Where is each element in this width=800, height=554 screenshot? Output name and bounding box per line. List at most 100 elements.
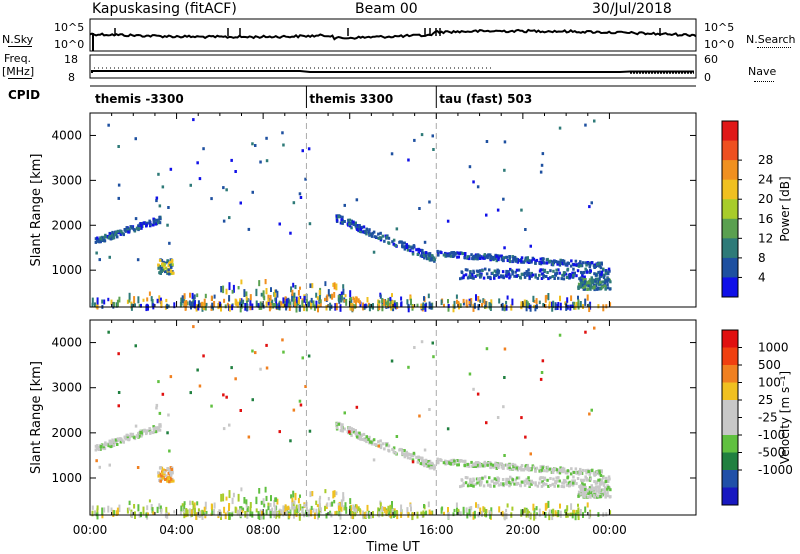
data-cell bbox=[114, 231, 118, 234]
data-cell bbox=[152, 428, 156, 432]
data-cell bbox=[406, 299, 409, 305]
data-cell bbox=[593, 473, 596, 476]
data-cell bbox=[142, 298, 145, 302]
data-cell bbox=[405, 453, 409, 457]
data-cell bbox=[464, 273, 468, 277]
data-cell bbox=[527, 271, 531, 275]
data-cell bbox=[590, 278, 594, 281]
data-cell bbox=[338, 422, 342, 426]
data-cell bbox=[419, 456, 422, 460]
data-cell bbox=[459, 277, 462, 281]
data-cell bbox=[168, 480, 171, 484]
data-cell bbox=[526, 272, 529, 276]
data-cell bbox=[192, 504, 195, 510]
data-cell bbox=[213, 301, 216, 307]
data-cell bbox=[421, 456, 424, 460]
data-cell bbox=[114, 438, 118, 442]
data-cell bbox=[555, 260, 559, 264]
data-cell bbox=[520, 509, 523, 515]
data-cell bbox=[577, 490, 581, 494]
data-cell bbox=[371, 231, 375, 235]
data-cell bbox=[597, 478, 600, 482]
data-cell bbox=[312, 508, 315, 513]
data-cell bbox=[152, 425, 155, 429]
data-cell bbox=[598, 478, 602, 482]
data-cell bbox=[523, 299, 526, 307]
data-cell bbox=[126, 436, 129, 440]
data-cell bbox=[192, 118, 195, 122]
data-cell bbox=[97, 240, 101, 244]
data-cell bbox=[416, 253, 420, 256]
data-cell bbox=[534, 275, 537, 279]
data-cell bbox=[134, 424, 138, 428]
data-cell bbox=[571, 512, 574, 519]
data-cell bbox=[282, 143, 285, 147]
data-cell bbox=[526, 260, 529, 264]
data-cell bbox=[294, 298, 297, 303]
data-cell bbox=[505, 482, 508, 486]
data-cell bbox=[554, 510, 557, 517]
data-cell bbox=[222, 493, 225, 502]
data-cell bbox=[515, 482, 519, 486]
data-cell bbox=[170, 473, 173, 477]
data-cell bbox=[161, 264, 164, 268]
data-cell bbox=[489, 255, 493, 258]
data-cell bbox=[581, 281, 585, 284]
data-cell bbox=[542, 469, 546, 473]
data-cell bbox=[196, 293, 199, 298]
data-cell bbox=[548, 512, 551, 521]
data-cell bbox=[387, 448, 390, 452]
data-cell bbox=[228, 282, 231, 291]
data-cell bbox=[185, 300, 188, 308]
data-cell bbox=[572, 263, 576, 267]
data-cell bbox=[155, 426, 159, 430]
data-cell bbox=[415, 455, 418, 459]
data-cell bbox=[99, 445, 103, 448]
data-cell bbox=[163, 470, 166, 474]
data-cell bbox=[462, 298, 465, 303]
data-cell bbox=[535, 512, 538, 516]
data-cell bbox=[249, 302, 252, 311]
data-cell bbox=[236, 509, 239, 516]
data-cell bbox=[163, 262, 166, 266]
data-cell bbox=[333, 499, 336, 504]
data-cell bbox=[368, 435, 371, 439]
data-cell bbox=[116, 235, 119, 239]
data-cell bbox=[359, 509, 362, 516]
data-cell bbox=[584, 491, 588, 495]
data-cell bbox=[411, 460, 415, 464]
data-cell bbox=[493, 276, 496, 280]
data-cell bbox=[541, 359, 545, 363]
data-cell bbox=[245, 504, 248, 508]
data-cell bbox=[473, 254, 476, 258]
data-cell bbox=[410, 454, 413, 458]
data-cell bbox=[262, 498, 265, 504]
data-cell bbox=[432, 464, 436, 468]
data-cell bbox=[339, 512, 342, 520]
data-cell bbox=[541, 480, 544, 484]
data-cell bbox=[503, 376, 506, 379]
data-cell bbox=[536, 484, 540, 488]
data-cell bbox=[196, 368, 199, 372]
data-cell bbox=[460, 276, 464, 280]
data-cell bbox=[275, 497, 278, 502]
data-cell bbox=[433, 465, 437, 469]
data-cell bbox=[303, 304, 306, 312]
data-cell bbox=[398, 448, 401, 452]
data-cell bbox=[472, 304, 475, 312]
data-cell bbox=[497, 271, 500, 275]
data-cell bbox=[294, 509, 297, 516]
data-cell bbox=[189, 391, 192, 395]
data-cell bbox=[503, 347, 507, 351]
data-cell bbox=[605, 304, 608, 309]
data-cell bbox=[378, 300, 381, 304]
data-cell bbox=[138, 434, 141, 438]
data-cell bbox=[532, 465, 536, 469]
data-cell bbox=[305, 507, 308, 512]
data-cell bbox=[145, 223, 148, 227]
data-cell bbox=[608, 495, 612, 499]
data-cell bbox=[152, 217, 155, 221]
data-cell bbox=[584, 330, 587, 334]
data-cell bbox=[530, 271, 533, 275]
